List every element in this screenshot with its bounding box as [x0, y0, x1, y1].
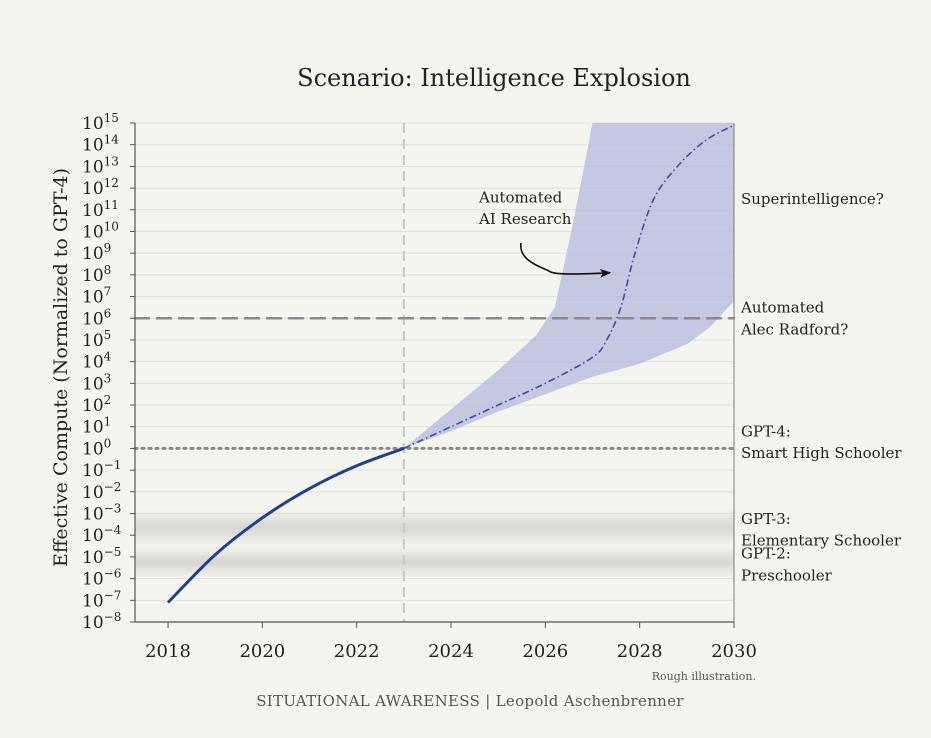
chart-title: Scenario: Intelligence Explosion — [297, 64, 691, 92]
y-tick-label: 1014 — [82, 133, 119, 156]
x-tick-label: 2018 — [145, 641, 191, 662]
y-tick-label: 103 — [82, 371, 111, 394]
label-line: AI Research — [478, 210, 572, 228]
y-tick-label: 1013 — [82, 154, 119, 177]
shaded-band-1 — [135, 509, 734, 547]
x-tick-label: 2020 — [239, 641, 285, 662]
uncertainty-band — [403, 123, 734, 449]
right-label-3: GPT-4: Smart High Schooler — [741, 422, 902, 462]
y-tick-label: 104 — [82, 350, 112, 373]
annotation-label: Automated AI Research — [478, 188, 572, 228]
right-label-2: Automated Alec Radford? — [740, 299, 848, 339]
x-tick-label: 2022 — [334, 641, 380, 662]
y-tick-label: 10−3 — [82, 502, 121, 525]
y-tick-label: 106 — [82, 306, 111, 329]
y-tick-label: 105 — [82, 328, 111, 351]
annotation-arrow — [520, 242, 612, 278]
y-tick-label: 100 — [82, 436, 111, 459]
label-line: Automated — [478, 188, 563, 206]
y-tick-label: 1012 — [82, 176, 119, 199]
label-line: GPT-4: — [741, 422, 791, 440]
label-line: Superintelligence? — [741, 190, 884, 208]
x-tick-label: 2024 — [428, 641, 474, 662]
y-axis-label: Effective Compute (Normalized to GPT-4) — [50, 168, 72, 567]
series-line-1 — [166, 446, 405, 604]
y-tick-label: 107 — [82, 285, 111, 308]
y-tick-label: 10−5 — [82, 545, 121, 568]
y-tick-label: 109 — [82, 241, 111, 264]
y-tick-label: 10−1 — [82, 458, 121, 481]
label-line: Smart High Schooler — [741, 444, 902, 462]
y-tick-label: 1015 — [82, 111, 119, 134]
series-line-2 — [403, 124, 735, 450]
x-tick-label: 2026 — [522, 641, 568, 662]
band-label-2: GPT-2: Preschooler — [741, 545, 833, 585]
y-tick-label: 10−4 — [82, 523, 122, 546]
y-tick-label: 1010 — [82, 219, 119, 242]
label-line: Automated — [740, 299, 825, 317]
y-tick-label: 10−2 — [82, 480, 121, 503]
label-line: GPT-2: — [741, 545, 791, 563]
band-label-1: GPT-3: Elementary Schooler — [741, 510, 902, 550]
x-tick-label: 2028 — [617, 641, 663, 662]
y-tick-label: 101 — [82, 415, 111, 438]
x-tick-label: 2030 — [711, 641, 757, 662]
shaded-band-2 — [135, 546, 734, 579]
rough-illustration-note: Rough illustration. — [652, 670, 756, 683]
label-line: GPT-3: — [741, 510, 791, 528]
y-tick-label: 1011 — [82, 198, 119, 221]
y-tick-label: 108 — [82, 263, 111, 286]
label-line: Preschooler — [741, 567, 833, 585]
y-tick-label: 10−6 — [82, 567, 121, 590]
y-tick-label: 102 — [82, 393, 111, 416]
right-label-1: Superintelligence? — [741, 190, 884, 208]
y-tick-label: 10−7 — [82, 588, 121, 611]
label-line: Alec Radford? — [740, 320, 848, 338]
y-tick-label: 10−8 — [82, 610, 121, 633]
label-line: Elementary Schooler — [741, 532, 902, 550]
credit-line: SITUATIONAL AWARENESS | Leopold Aschenbr… — [256, 692, 684, 710]
